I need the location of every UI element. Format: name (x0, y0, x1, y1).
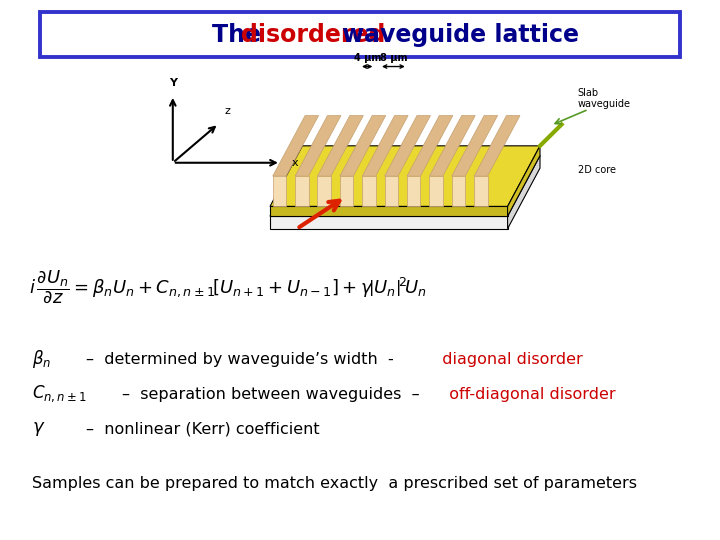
Text: 2D core: 2D core (577, 165, 616, 175)
Polygon shape (429, 116, 475, 176)
Polygon shape (429, 176, 443, 206)
Text: –  determined by waveguide’s width  -: – determined by waveguide’s width - (86, 352, 394, 367)
Polygon shape (273, 116, 318, 176)
Polygon shape (295, 176, 309, 206)
Polygon shape (451, 116, 498, 176)
Text: 8 μm: 8 μm (379, 53, 407, 63)
Text: disordered: disordered (241, 23, 386, 46)
Text: x: x (292, 158, 298, 168)
Text: Samples can be prepared to match exactly  a prescribed set of parameters: Samples can be prepared to match exactly… (32, 476, 637, 491)
Polygon shape (362, 116, 408, 176)
Polygon shape (474, 176, 487, 206)
Text: diagonal disorder: diagonal disorder (432, 352, 582, 367)
Text: The  disordered  waveguide lattice: The disordered waveguide lattice (128, 23, 592, 46)
Polygon shape (270, 206, 508, 216)
Polygon shape (384, 116, 431, 176)
Polygon shape (451, 176, 465, 206)
Text: 4 μm: 4 μm (354, 53, 381, 63)
Text: off-diagonal disorder: off-diagonal disorder (439, 387, 616, 402)
Polygon shape (407, 176, 420, 206)
Text: $i\,\dfrac{\partial U_n}{\partial z} = \beta_n U_n + C_{n,n\pm 1}\!\left[U_{n+1}: $i\,\dfrac{\partial U_n}{\partial z} = \… (29, 268, 426, 305)
Polygon shape (340, 116, 386, 176)
Polygon shape (384, 176, 398, 206)
Text: –  separation between waveguides  –: – separation between waveguides – (122, 387, 420, 402)
Text: $\beta_n$: $\beta_n$ (32, 348, 52, 370)
Text: z: z (224, 106, 230, 117)
Polygon shape (270, 146, 540, 206)
Polygon shape (318, 116, 364, 176)
FancyBboxPatch shape (40, 12, 680, 57)
Polygon shape (407, 116, 453, 176)
Text: $C_{n,n\pm 1}$: $C_{n,n\pm 1}$ (32, 384, 87, 404)
Text: The: The (212, 23, 269, 46)
Polygon shape (362, 176, 376, 206)
Polygon shape (295, 116, 341, 176)
Polygon shape (474, 116, 520, 176)
Polygon shape (508, 146, 540, 216)
Text: Slab
waveguide: Slab waveguide (577, 88, 631, 110)
Polygon shape (273, 176, 287, 206)
Polygon shape (318, 176, 331, 206)
Polygon shape (270, 216, 508, 228)
Text: waveguide lattice: waveguide lattice (334, 23, 579, 46)
Polygon shape (340, 176, 354, 206)
Polygon shape (508, 156, 540, 228)
Text: –  nonlinear (Kerr) coefficient: – nonlinear (Kerr) coefficient (86, 422, 320, 437)
Text: Y: Y (168, 78, 177, 88)
Text: $\gamma$: $\gamma$ (32, 420, 46, 438)
Polygon shape (270, 156, 540, 216)
